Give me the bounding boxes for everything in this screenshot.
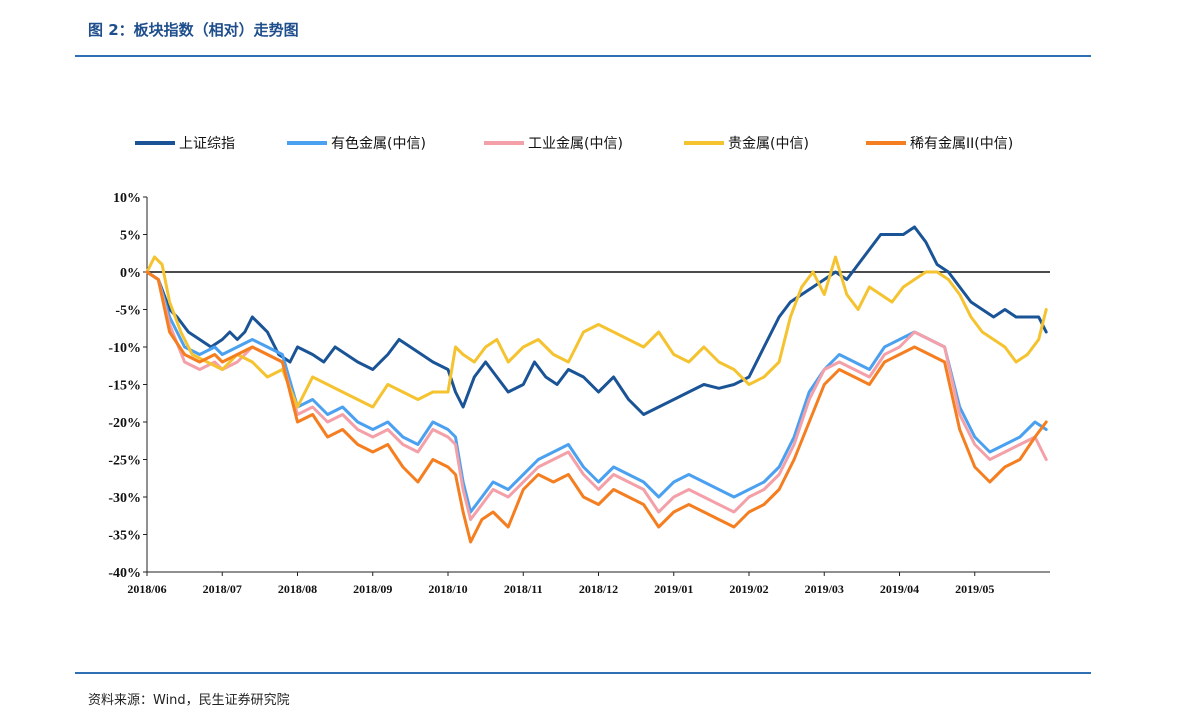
x-tick-label: 2019/02	[729, 582, 768, 596]
chart-lines	[145, 225, 1048, 544]
x-tick-label: 2019/03	[805, 582, 844, 596]
series-line-0	[145, 225, 1048, 416]
chart-legend: 上证综指 有色金属(中信) 工业金属(中信) 贵金属(中信) 稀有金属II(中信)	[135, 135, 1013, 152]
x-tick-label: 2019/04	[880, 582, 919, 596]
y-tick-label: -40%	[108, 566, 141, 581]
y-tick-label: -20%	[108, 416, 141, 431]
x-tick-label: 2018/06	[127, 582, 166, 596]
y-tick-label: -15%	[108, 379, 141, 394]
legend-label: 贵金属(中信)	[728, 136, 809, 152]
y-tick-label: -35%	[108, 529, 141, 544]
y-tick-label: -30%	[108, 491, 141, 506]
top-rule	[75, 55, 1091, 57]
legend-label: 上证综指	[179, 136, 235, 152]
y-tick-label: 10%	[113, 191, 141, 206]
series-line-1	[145, 270, 1048, 514]
y-tick-label: -10%	[108, 341, 141, 356]
y-axis: 10% 5% 0% -5% -10% -15% -20% -25% -30% -35% -40%	[108, 191, 148, 581]
x-tick-label: 2018/12	[579, 582, 618, 596]
x-tick-label: 2019/01	[654, 582, 693, 596]
source-note: 资料来源：Wind，民生证券研究院	[88, 693, 290, 708]
x-tick-label: 2019/05	[955, 582, 994, 596]
series-line-3	[145, 255, 1048, 409]
legend-label: 稀有金属II(中信)	[910, 136, 1013, 152]
x-axis: 2018/06 2018/07 2018/08 2018/09 2018/10 2018/…	[127, 271, 1050, 596]
y-tick-label: 5%	[120, 229, 141, 244]
legend-label: 工业金属(中信)	[528, 136, 623, 152]
x-tick-label: 2018/10	[428, 582, 467, 596]
legend-label: 有色金属(中信)	[331, 135, 426, 152]
bottom-rule	[75, 672, 1091, 674]
y-tick-label: -25%	[108, 454, 141, 469]
figure-title: 图 2：板块指数（相对）走势图	[88, 21, 299, 39]
y-tick-label: -5%	[115, 304, 141, 319]
x-tick-label: 2018/11	[504, 582, 543, 596]
x-tick-label: 2018/08	[278, 582, 317, 596]
x-tick-label: 2018/07	[203, 582, 242, 596]
series-line-4	[145, 270, 1048, 544]
series-line-2	[145, 270, 1048, 521]
y-tick-label: 0%	[120, 266, 141, 281]
x-tick-label: 2018/09	[353, 582, 392, 596]
